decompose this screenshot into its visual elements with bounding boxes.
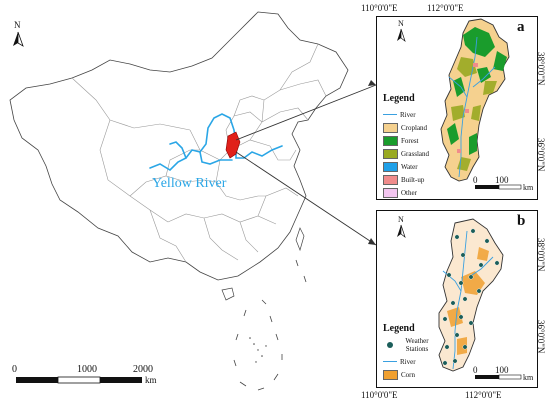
panel-a-right-coord-36: 36°0'0"N — [536, 138, 546, 172]
panel-a-north-arrow — [397, 28, 406, 42]
hainan-island — [221, 287, 235, 301]
legend-swatch-grassland — [383, 148, 398, 159]
panel-a-letter: a — [517, 19, 525, 35]
panel-a-north-label: N — [398, 19, 404, 28]
north-arrow-main — [13, 31, 24, 47]
panel-b-frame: N b Legend Weather Stations River Corn 0… — [376, 210, 538, 388]
panel-a-scale-bar — [475, 184, 522, 190]
panel-a-frame: N a Legend River Cropland Forest Grassla… — [376, 16, 538, 200]
panel-a-river-network — [448, 36, 496, 178]
panel-a-scale-tick-100: 100 — [495, 175, 509, 185]
legend-label-water: Water — [401, 162, 418, 171]
main-scale-tick-2000: 2000 — [133, 364, 153, 375]
panel-a-scale-tick-0: 0 — [473, 175, 478, 185]
connector-arrow-a — [368, 80, 376, 86]
legend-item-forest: Forest — [383, 134, 441, 147]
panel-b-bottom-coord-110: 110°0'0"E — [361, 390, 398, 400]
panel-b-scale-tick-100: 100 — [495, 365, 509, 375]
panel-a-builtup — [457, 63, 478, 153]
panel-a-top-coord-110: 110°0'0"E — [361, 3, 398, 13]
taiwan-island — [295, 227, 305, 252]
legend-swatch-water — [383, 161, 398, 172]
panel-a-right-coord-38: 38°0'0"N — [536, 52, 546, 86]
south-sea-dashes — [233, 259, 307, 391]
legend-label-forest: Forest — [401, 136, 419, 145]
legend-item-river-b: River — [383, 355, 443, 368]
panel-b-legend-title: Legend — [383, 323, 415, 334]
panel-b-legend: Legend Weather Stations River Corn — [383, 323, 443, 381]
legend-label-other: Other — [401, 188, 417, 197]
yellow-river-label: Yellow River — [152, 176, 227, 191]
province-boundaries — [71, 43, 327, 263]
main-scale-unit: km — [145, 375, 157, 385]
panel-b-right-coord-38: 38°0'0"N — [536, 238, 546, 272]
panel-b-scale-tick-0: 0 — [473, 365, 478, 375]
legend-swatch-other — [383, 187, 398, 198]
panel-a-legend-title: Legend — [383, 93, 415, 104]
main-scale-bar — [16, 376, 142, 384]
main-scale-tick-1000: 1000 — [77, 364, 97, 375]
panel-b-north-label: N — [398, 215, 404, 224]
legend-item-water: Water — [383, 160, 441, 173]
panel-a-legend: Legend River Cropland Forest Grassland W… — [383, 93, 441, 199]
panel-b-scale-unit: km — [523, 373, 534, 382]
panel-b-bottom-coord-112: 112°0'0"E — [465, 390, 502, 400]
panel-b-weather-stations — [442, 228, 500, 366]
legend-swatch-river-b — [383, 361, 397, 362]
legend-item-other: Other — [383, 186, 441, 199]
legend-label-river: River — [400, 110, 416, 119]
panel-a-forest — [447, 27, 507, 155]
panel-a-region — [440, 18, 510, 182]
panel-a-grassland — [451, 57, 497, 171]
panel-a-scale-unit: km — [523, 183, 534, 192]
connector-line-b — [235, 151, 377, 246]
legend-item-river: River — [383, 108, 441, 121]
north-label-main: N — [14, 20, 21, 30]
legend-swatch-river — [383, 114, 397, 115]
legend-label-corn: Corn — [401, 370, 415, 379]
panel-b-map — [397, 218, 522, 380]
legend-item-grassland: Grassland — [383, 147, 441, 160]
panel-b-north-arrow — [397, 224, 406, 238]
legend-swatch-forest — [383, 135, 398, 146]
connector-line-a — [235, 84, 377, 141]
panel-b-scale-bar — [475, 374, 522, 380]
legend-label-cropland: Cropland — [401, 123, 428, 132]
south-sea-islands — [249, 337, 267, 363]
main-scale-tick-0: 0 — [12, 364, 17, 375]
legend-label-weather-stations: Weather Stations — [405, 337, 429, 353]
legend-swatch-builtup — [383, 174, 398, 185]
panel-a-legend-items: River Cropland Forest Grassland Water Bu… — [383, 108, 441, 199]
legend-label-grassland: Grassland — [401, 149, 429, 158]
legend-swatch-corn — [383, 369, 398, 380]
legend-item-builtup: Built-up — [383, 173, 441, 186]
legend-item-weather-stations: Weather Stations — [383, 337, 443, 353]
panel-b-right-coord-36: 36°0'0"N — [536, 320, 546, 354]
panel-a-top-coord-112: 112°0'0"E — [427, 3, 464, 13]
connector-arrow-b — [368, 238, 376, 245]
legend-swatch-weather-stations — [387, 342, 393, 348]
legend-swatch-cropland — [383, 122, 398, 133]
legend-label-river-b: River — [400, 357, 416, 366]
legend-item-corn: Corn — [383, 368, 443, 381]
yellow-river — [149, 113, 283, 172]
legend-label-builtup: Built-up — [401, 175, 425, 184]
panel-a-map — [397, 18, 522, 190]
legend-item-cropland: Cropland — [383, 121, 441, 134]
study-area-highlight — [225, 131, 241, 159]
panel-b-letter: b — [517, 213, 526, 229]
